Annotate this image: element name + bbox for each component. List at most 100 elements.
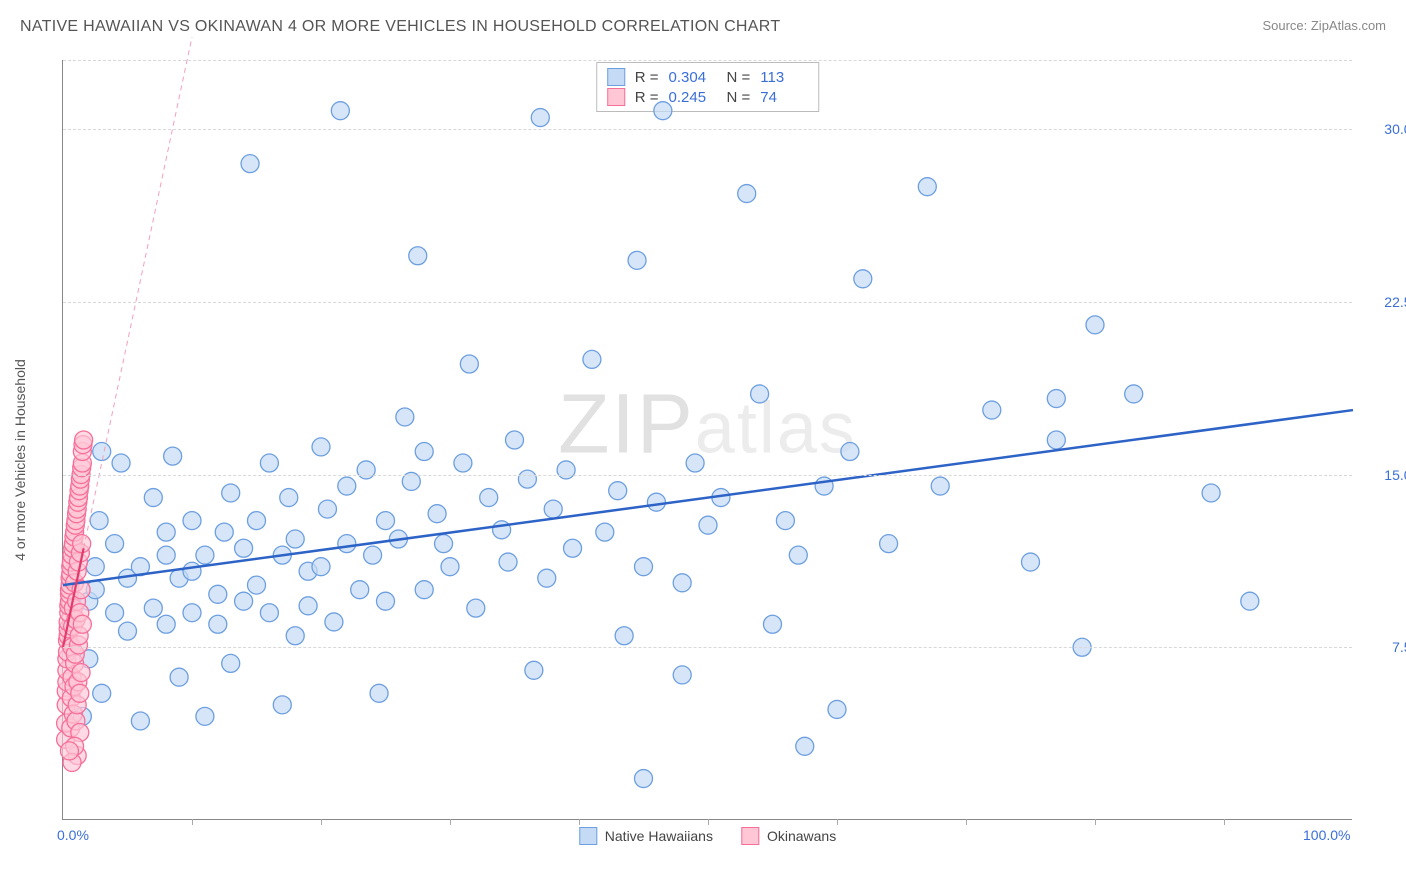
data-point (157, 615, 175, 633)
gridline (63, 60, 1352, 61)
data-point (428, 505, 446, 523)
data-point (396, 408, 414, 426)
data-point (499, 553, 517, 571)
data-point (828, 700, 846, 718)
data-point (93, 684, 111, 702)
data-point (338, 535, 356, 553)
data-point (538, 569, 556, 587)
data-point (776, 512, 794, 530)
data-point (531, 109, 549, 127)
data-point (377, 592, 395, 610)
x-tick-label: 100.0% (1303, 827, 1350, 843)
x-minor-tick (579, 819, 580, 825)
data-point (299, 597, 317, 615)
data-point (183, 604, 201, 622)
data-point (480, 489, 498, 507)
data-point (183, 562, 201, 580)
data-point (164, 447, 182, 465)
data-point (144, 599, 162, 617)
data-point (248, 576, 266, 594)
data-point (557, 461, 575, 479)
data-point (518, 470, 536, 488)
data-point (441, 558, 459, 576)
data-point (673, 666, 691, 684)
data-point (318, 500, 336, 518)
data-point (370, 684, 388, 702)
data-point (119, 622, 137, 640)
gridline (63, 475, 1352, 476)
data-point (654, 102, 672, 120)
x-minor-tick (708, 819, 709, 825)
data-point (460, 355, 478, 373)
data-point (215, 523, 233, 541)
data-point (357, 461, 375, 479)
data-point (596, 523, 614, 541)
data-point (73, 615, 91, 633)
data-point (918, 178, 936, 196)
swatch-pink-icon (741, 827, 759, 845)
data-point (647, 493, 665, 511)
trend-line (84, 37, 192, 548)
data-point (364, 546, 382, 564)
legend-item-blue: Native Hawaiians (579, 827, 713, 845)
data-point (209, 585, 227, 603)
data-point (183, 512, 201, 530)
data-point (312, 558, 330, 576)
x-minor-tick (837, 819, 838, 825)
data-point (1202, 484, 1220, 502)
data-point (544, 500, 562, 518)
data-point (131, 712, 149, 730)
data-point (1125, 385, 1143, 403)
data-point (789, 546, 807, 564)
data-point (60, 742, 78, 760)
data-point (751, 385, 769, 403)
data-point (764, 615, 782, 633)
data-point (564, 539, 582, 557)
gridline (63, 647, 1352, 648)
x-minor-tick (192, 819, 193, 825)
data-point (454, 454, 472, 472)
series-legend: Native Hawaiians Okinawans (579, 827, 836, 845)
data-point (273, 696, 291, 714)
y-tick-label: 15.0% (1360, 467, 1406, 483)
data-point (338, 477, 356, 495)
data-point (331, 102, 349, 120)
source-label: Source: ZipAtlas.com (1262, 18, 1386, 33)
data-point (248, 512, 266, 530)
gridline (63, 129, 1352, 130)
y-tick-label: 22.5% (1360, 294, 1406, 310)
data-point (90, 512, 108, 530)
data-point (209, 615, 227, 633)
data-point (93, 443, 111, 461)
data-point (260, 454, 278, 472)
data-point (106, 535, 124, 553)
data-point (841, 443, 859, 461)
data-point (86, 558, 104, 576)
data-point (738, 185, 756, 203)
data-point (1047, 390, 1065, 408)
data-point (286, 627, 304, 645)
data-point (796, 737, 814, 755)
data-point (1241, 592, 1259, 610)
chart-container: 4 or more Vehicles in Household ZIPatlas… (50, 60, 1380, 860)
data-point (196, 707, 214, 725)
data-point (435, 535, 453, 553)
data-point (235, 539, 253, 557)
data-point (1022, 553, 1040, 571)
data-point (699, 516, 717, 534)
legend-label-blue: Native Hawaiians (605, 828, 713, 844)
data-point (75, 431, 93, 449)
data-point (1086, 316, 1104, 334)
data-point (222, 654, 240, 672)
data-point (112, 454, 130, 472)
legend-label-pink: Okinawans (767, 828, 836, 844)
trend-line (63, 410, 1353, 585)
data-point (280, 489, 298, 507)
data-point (286, 530, 304, 548)
data-point (635, 558, 653, 576)
data-point (144, 489, 162, 507)
data-point (325, 613, 343, 631)
legend-item-pink: Okinawans (741, 827, 836, 845)
plot-area: ZIPatlas R = 0.304 N = 113 R = 0.245 N =… (62, 60, 1352, 820)
y-tick-label: 7.5% (1360, 639, 1406, 655)
